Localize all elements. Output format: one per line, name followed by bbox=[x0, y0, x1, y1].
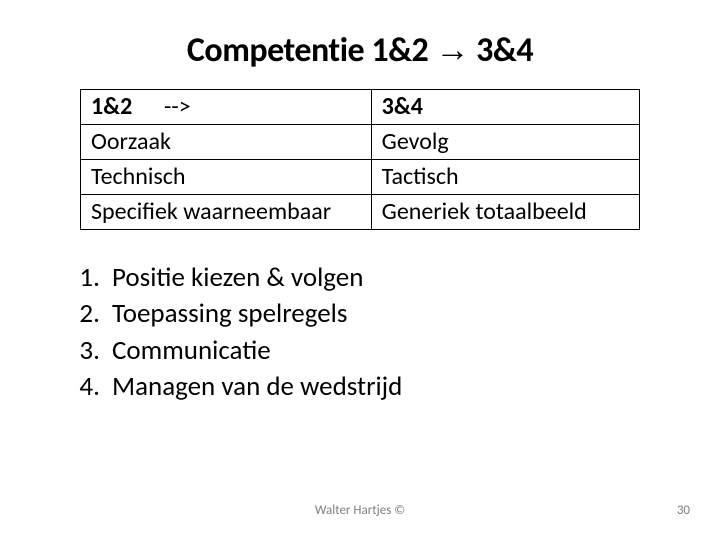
comparison-table: 1&2 --> 3&4 Oorzaak Gevolg Technisch Tact… bbox=[80, 89, 640, 230]
table-cell-right: Generiek totaalbeeld bbox=[371, 195, 639, 230]
title-prefix: Competentie 1&2 bbox=[187, 30, 436, 71]
header-right: 3&4 bbox=[382, 92, 423, 121]
list-item: Toepassing spelregels bbox=[106, 296, 670, 332]
table-row: Specifiek waarneembaar Generiek totaalbe… bbox=[81, 195, 640, 230]
table-cell-left: 1&2 --> bbox=[81, 90, 372, 125]
table-row: Technisch Tactisch bbox=[81, 160, 640, 195]
table-cell-left: Specifiek waarneembaar bbox=[81, 195, 372, 230]
list-item: Managen van de wedstrijd bbox=[106, 369, 670, 405]
slide-title: Competentie 1&2 → 3&4 bbox=[50, 30, 670, 71]
table-cell-left: Oorzaak bbox=[81, 125, 372, 160]
title-suffix: 3&4 bbox=[469, 30, 533, 71]
table-cell-right: Tactisch bbox=[371, 160, 639, 195]
header-left-b: --> bbox=[164, 92, 191, 122]
slide: Competentie 1&2 → 3&4 1&2 --> 3&4 Oorzaak… bbox=[0, 0, 720, 540]
list-item: Communicatie bbox=[106, 333, 670, 369]
table-cell-right: Gevolg bbox=[371, 125, 639, 160]
table-cell-left: Technisch bbox=[81, 160, 372, 195]
table-row: 1&2 --> 3&4 bbox=[81, 90, 640, 125]
numbered-list: Positie kiezen & volgen Toepassing spelr… bbox=[78, 260, 670, 406]
header-left-a: 1&2 bbox=[91, 92, 146, 122]
footer-page-number: 30 bbox=[677, 503, 690, 518]
list-item: Positie kiezen & volgen bbox=[106, 260, 670, 296]
title-arrow-icon: → bbox=[435, 31, 469, 69]
footer-author: Walter Hartjes © bbox=[0, 503, 720, 518]
table-row: Oorzaak Gevolg bbox=[81, 125, 640, 160]
table-cell-right: 3&4 bbox=[371, 90, 639, 125]
